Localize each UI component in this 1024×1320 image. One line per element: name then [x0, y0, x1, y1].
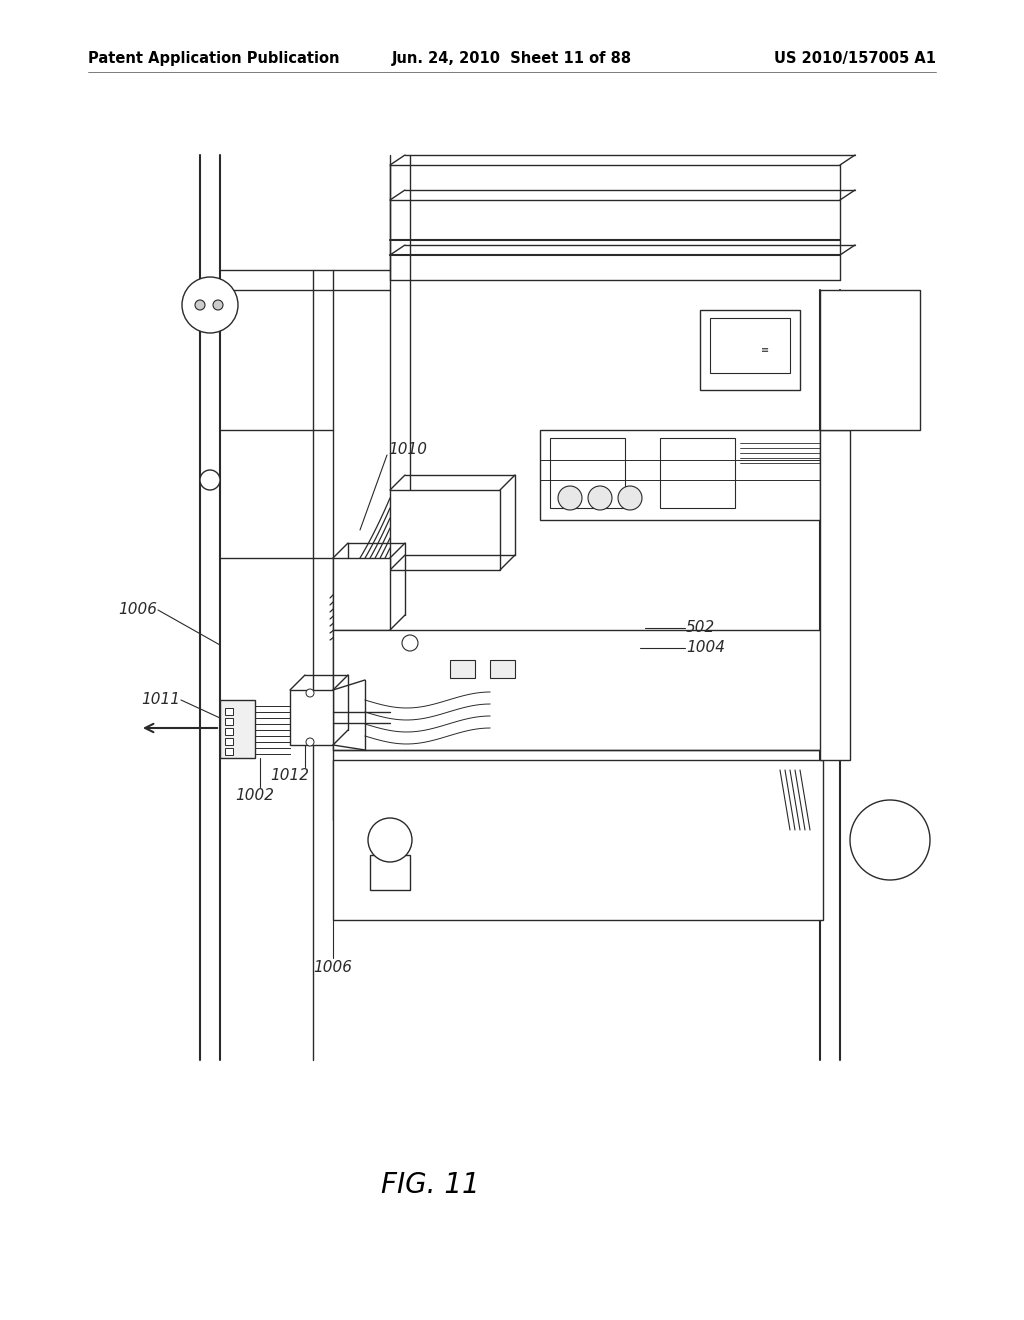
Text: 1002: 1002: [236, 788, 274, 803]
Circle shape: [200, 470, 220, 490]
Text: US 2010/157005 A1: US 2010/157005 A1: [774, 50, 936, 66]
Circle shape: [368, 818, 412, 862]
Bar: [333, 760, 823, 920]
Bar: [710, 318, 790, 374]
Bar: [820, 290, 920, 430]
Circle shape: [850, 800, 930, 880]
Text: 1004: 1004: [686, 640, 725, 656]
Circle shape: [558, 486, 582, 510]
Bar: [225, 718, 233, 725]
Bar: [370, 855, 410, 890]
Text: 1011: 1011: [141, 693, 180, 708]
Bar: [390, 490, 500, 570]
Bar: [820, 430, 850, 760]
Bar: [220, 700, 255, 758]
Text: 502: 502: [686, 620, 715, 635]
Text: Jun. 24, 2010  Sheet 11 of 88: Jun. 24, 2010 Sheet 11 of 88: [392, 50, 632, 66]
Bar: [225, 738, 233, 744]
Bar: [550, 438, 625, 508]
Text: ≡: ≡: [761, 345, 769, 355]
Text: FIG. 11: FIG. 11: [381, 1171, 479, 1199]
Bar: [333, 630, 823, 750]
Bar: [540, 430, 820, 520]
Text: 1012: 1012: [270, 768, 309, 783]
Text: 1006: 1006: [118, 602, 157, 618]
Circle shape: [195, 300, 205, 310]
Bar: [225, 748, 233, 755]
Circle shape: [306, 689, 314, 697]
Circle shape: [402, 635, 418, 651]
Circle shape: [213, 300, 223, 310]
Circle shape: [182, 277, 238, 333]
Bar: [290, 690, 333, 744]
Text: Patent Application Publication: Patent Application Publication: [88, 50, 340, 66]
Bar: [333, 558, 390, 630]
Text: 1010: 1010: [388, 442, 427, 458]
Circle shape: [588, 486, 612, 510]
Bar: [450, 660, 475, 678]
Bar: [225, 729, 233, 735]
Bar: [700, 310, 800, 389]
Text: 1006: 1006: [313, 960, 352, 975]
Circle shape: [306, 738, 314, 746]
Bar: [225, 708, 233, 715]
Bar: [490, 660, 515, 678]
Circle shape: [618, 486, 642, 510]
Bar: [660, 438, 735, 508]
